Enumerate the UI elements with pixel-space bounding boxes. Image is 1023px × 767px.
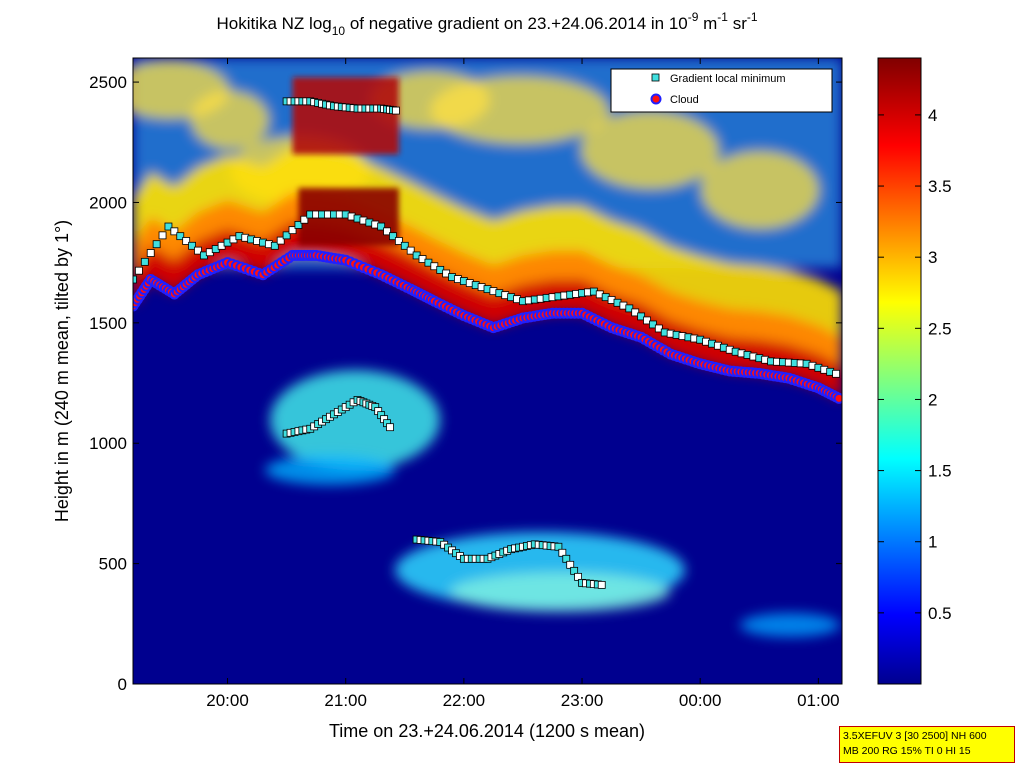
gradient-minimum-marker xyxy=(270,241,279,250)
gradient-minimum-marker xyxy=(386,423,394,432)
y-axis: 0 500 1000 1500 2000 2500 xyxy=(89,73,842,694)
info-box: 3.5XEFUV 3 [30 2500] NH 600 MB 200 RG 15… xyxy=(839,726,1015,763)
gradient-minimum-marker xyxy=(288,226,297,235)
heat-aerosol-layer-5 xyxy=(740,613,840,637)
x-tick-label: 01:00 xyxy=(797,691,840,710)
info-line-1: 3.5XEFUV 3 [30 2500] NH 600 xyxy=(843,730,987,742)
gradient-minimum-marker xyxy=(566,560,575,569)
colorbar-tick-label: 3 xyxy=(928,248,937,267)
gradient-minimum-marker xyxy=(182,237,191,245)
gradient-minimum-marker xyxy=(146,249,155,257)
heat-blob xyxy=(700,150,820,230)
gradient-minimum-marker xyxy=(133,275,137,284)
colorbar-tick-label: 0.5 xyxy=(928,604,952,623)
gradient-minimum-marker xyxy=(554,542,563,551)
gradient-minimum-marker xyxy=(406,246,415,255)
gradient-minimum-marker xyxy=(389,232,397,241)
gradient-minimum-marker xyxy=(597,580,606,589)
x-tick-label: 23:00 xyxy=(561,691,604,710)
plot-frame xyxy=(132,57,843,685)
x-axis-label: Time on 23.+24.06.2014 (1200 s mean) xyxy=(329,721,645,741)
x-tick-label: 21:00 xyxy=(324,691,367,710)
y-axis-label: Height in m (240 m mean, tilted by 1°) xyxy=(52,220,72,522)
gradient-minimum-marker xyxy=(394,237,403,245)
colorbar-tick-label: 3.5 xyxy=(928,177,952,196)
colorbar-tick-label: 4 xyxy=(928,106,937,125)
legend-label-gradient-minimum: Gradient local minimum xyxy=(670,73,786,85)
gradient-minimum-marker xyxy=(282,231,291,240)
gradient-minimum-marker xyxy=(625,304,634,313)
colorbar-tick-label: 1 xyxy=(928,533,937,552)
info-line-2: MB 200 RG 15% TI 0 HI 15 xyxy=(843,745,971,757)
legend-box xyxy=(610,68,833,113)
heat-aerosol-layer-1 xyxy=(270,370,440,470)
heat-blob xyxy=(190,90,270,150)
colorbar-tick-label: 2.5 xyxy=(928,319,952,338)
heat-upper-cloud-block xyxy=(292,77,399,155)
y-tick-label: 2000 xyxy=(89,193,127,212)
heat-blob xyxy=(580,110,720,190)
gradient-minimum-marker xyxy=(570,566,579,575)
legend-label-cloud: Cloud xyxy=(670,94,699,106)
colorbar-gradient xyxy=(877,57,922,685)
heat-band-red xyxy=(133,221,842,400)
colorbar: 0.5 1 1.5 2 2.5 3 3.5 4 xyxy=(877,57,952,685)
gradient-minimum-marker xyxy=(170,227,179,236)
gradient-minimum-marker xyxy=(377,222,386,231)
colorbar-tick-label: 2 xyxy=(928,390,937,409)
gradient-minimum-marker xyxy=(558,548,567,557)
gradient-minimum-marker xyxy=(188,241,196,250)
x-tick-label: 00:00 xyxy=(679,691,722,710)
gradient-minimum-marker xyxy=(158,231,167,240)
gradient-minimum-marker xyxy=(574,572,582,581)
gradient-minimum-marker xyxy=(643,316,651,325)
gradient-minimum-marker xyxy=(164,222,173,231)
gradient-minimum-marker xyxy=(400,241,409,250)
gradient-minimum-marker xyxy=(649,320,657,329)
gradient-minimum-marker xyxy=(300,215,309,224)
gradient-minimum-marker xyxy=(832,369,840,378)
gradient-minimum-marker xyxy=(294,221,303,229)
heatmap-plot-area xyxy=(133,58,842,684)
x-tick-label: 20:00 xyxy=(206,691,249,710)
gradient-minimum-marker xyxy=(654,324,663,333)
gradient-minimum-marker xyxy=(176,232,185,241)
gradient-minimum-marker xyxy=(152,240,161,249)
gradient-minimum-marker xyxy=(637,312,646,321)
cloud-marker xyxy=(833,392,842,404)
y-tick-label: 1000 xyxy=(89,434,127,453)
gradient-minimum-marker xyxy=(194,246,202,255)
heat-aerosol-layer-2 xyxy=(265,455,395,485)
gradient-minimum-marker xyxy=(135,266,143,275)
heat-blob xyxy=(370,70,490,130)
y-tick-label: 2500 xyxy=(89,73,127,92)
gradient-minimum-marker xyxy=(140,257,149,266)
y-tick-label: 0 xyxy=(118,675,127,694)
x-tick-label: 22:00 xyxy=(443,691,486,710)
gradient-minimum-marker xyxy=(631,308,640,317)
legend-marker-cloud xyxy=(650,93,662,105)
heat-aerosol-layer-4 xyxy=(450,572,670,612)
y-tick-label: 500 xyxy=(99,555,127,574)
y-tick-label: 1500 xyxy=(89,314,127,333)
chart-title: Hokitika NZ log10 of negative gradient o… xyxy=(216,10,757,38)
gradient-minimum-marker xyxy=(562,554,571,563)
gradient-minimum-marker xyxy=(276,236,285,245)
legend-marker-gradient-minimum xyxy=(651,73,660,82)
x-axis: 20:00 21:00 22:00 23:00 00:00 01:00 xyxy=(206,58,840,710)
gradient-minimum-marker xyxy=(392,106,400,115)
colorbar-tick-label: 1.5 xyxy=(928,462,952,481)
gradient-minimum-marker xyxy=(383,227,391,236)
legend: Gradient local minimum Cloud xyxy=(610,68,833,113)
